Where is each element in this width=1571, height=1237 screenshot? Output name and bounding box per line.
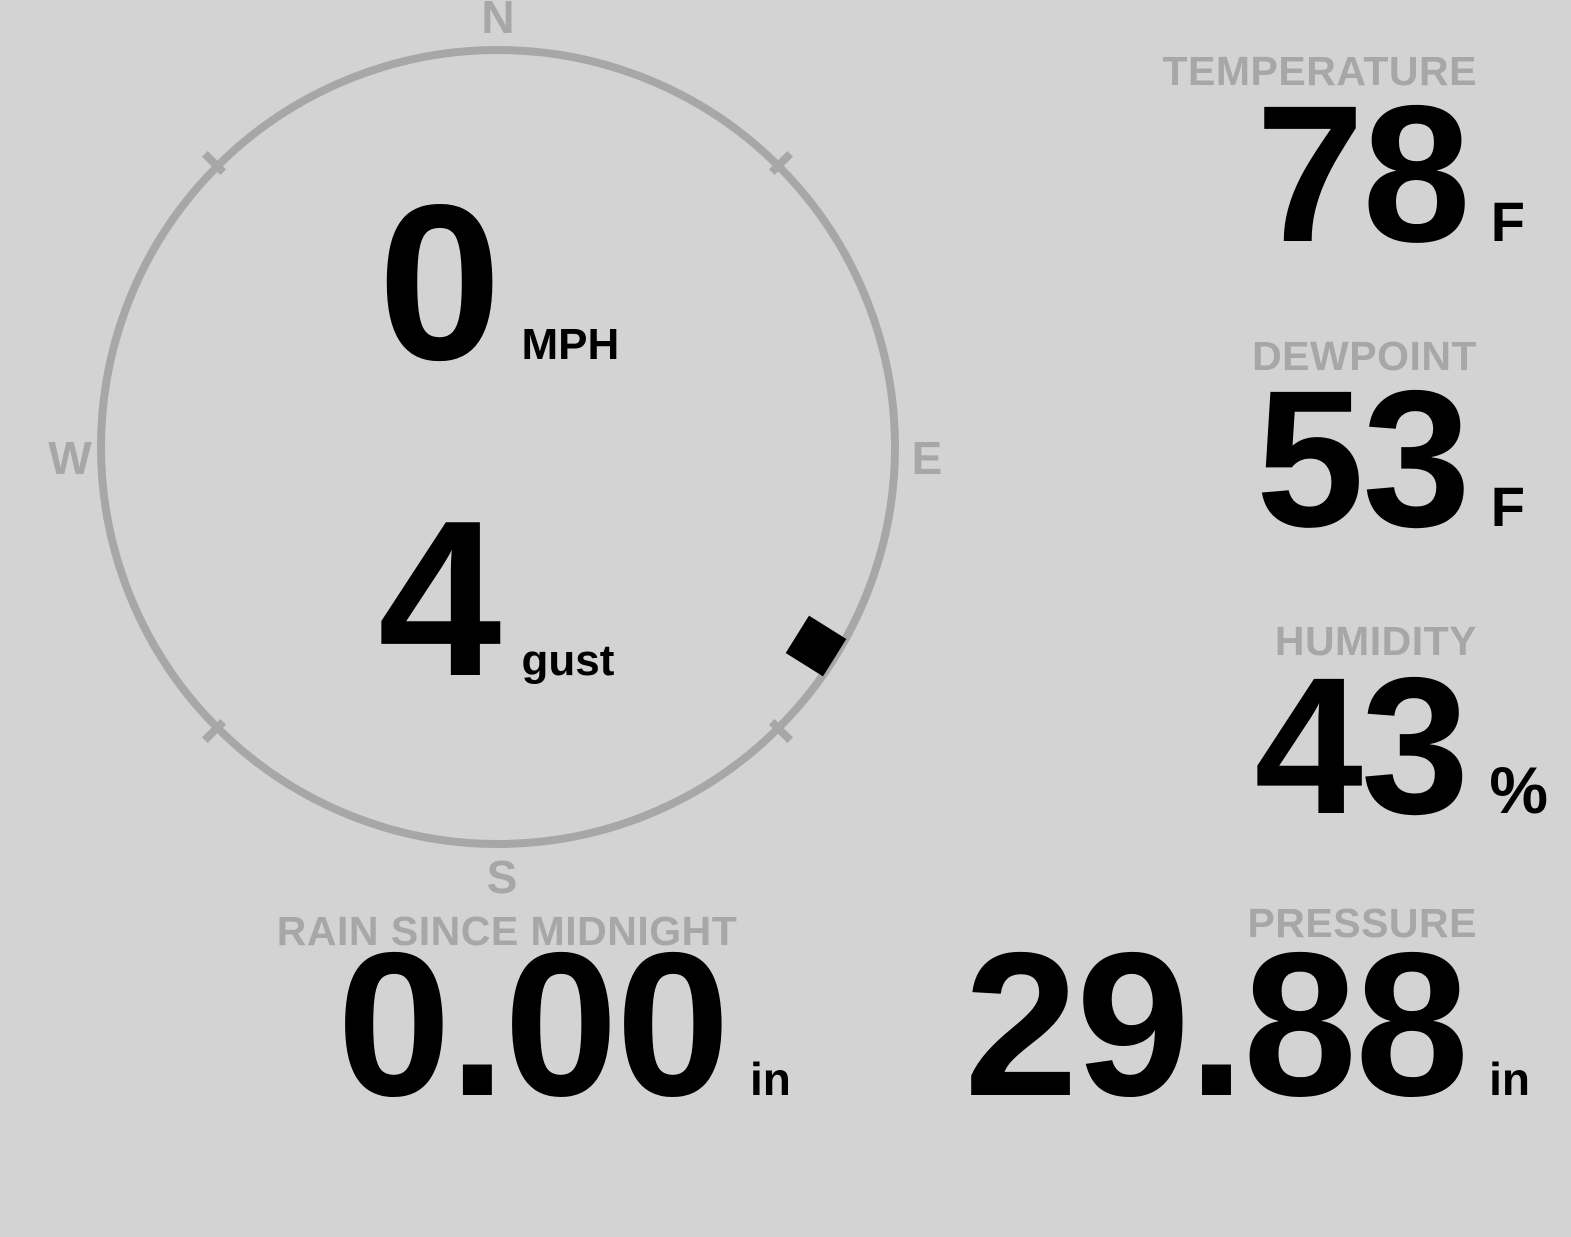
dewpoint-unit: F xyxy=(1490,475,1525,538)
dewpoint-value-row: 53 F xyxy=(1256,362,1525,557)
compass-label-east: E xyxy=(911,432,943,484)
temperature-label: TEMPERATURE xyxy=(1162,48,1477,94)
pressure-unit: in xyxy=(1489,1053,1530,1105)
temperature-value: 78 xyxy=(1255,65,1471,283)
wind-gust-unit: gust xyxy=(521,636,615,685)
wind-speed-value: 0 xyxy=(378,159,501,407)
wind-compass-ring xyxy=(97,46,899,848)
dewpoint-label: DEWPOINT xyxy=(1252,333,1477,379)
rain-label: RAIN SINCE MIDNIGHT xyxy=(276,908,738,954)
compass-label-west: W xyxy=(48,432,92,484)
wind-gust-row: 4 gust xyxy=(378,488,614,710)
rain-unit: in xyxy=(750,1053,791,1105)
compass-label-north: N xyxy=(481,0,515,43)
dewpoint-value: 53 xyxy=(1255,350,1471,568)
wind-speed-unit: MPH xyxy=(521,320,620,369)
rain-value-row: 0.00 in xyxy=(337,922,791,1127)
humidity-label: HUMIDITY xyxy=(1274,618,1477,664)
humidity-value: 43 xyxy=(1254,637,1469,855)
humidity-unit: % xyxy=(1489,753,1548,827)
pressure-label: PRESSURE xyxy=(1247,900,1477,946)
wind-speed-row: 0 MPH xyxy=(378,172,619,394)
compass-label-south: S xyxy=(486,851,518,903)
pressure-value: 29.88 xyxy=(964,910,1469,1139)
temperature-value-row: 78 F xyxy=(1256,77,1525,272)
rain-value: 0.00 xyxy=(337,910,730,1139)
temperature-unit: F xyxy=(1490,190,1525,253)
pressure-value-row: 29.88 in xyxy=(964,922,1530,1127)
wind-gust-value: 4 xyxy=(378,475,501,723)
humidity-value-row: 43 % xyxy=(1254,649,1548,844)
